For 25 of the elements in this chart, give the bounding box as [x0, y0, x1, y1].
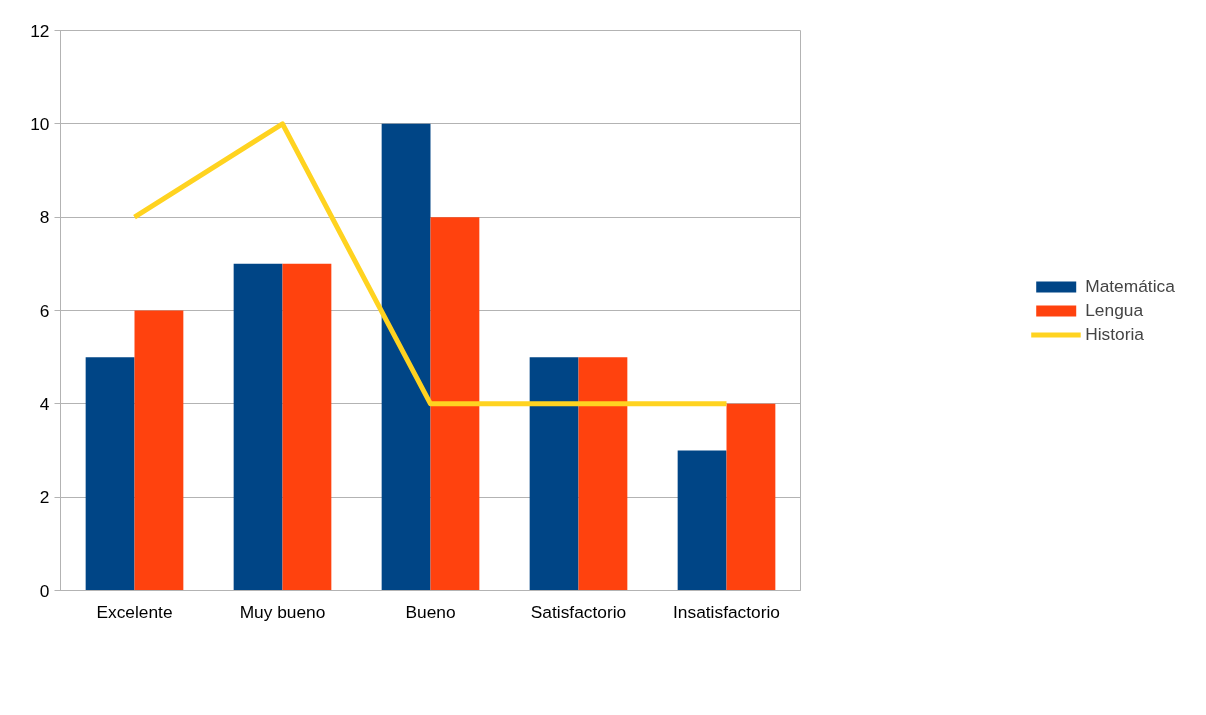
legend-label: Matemática — [1085, 275, 1175, 297]
bar — [677, 450, 727, 591]
y-tick-label: 0 — [39, 580, 50, 601]
y-tick-label: 12 — [30, 20, 50, 41]
legend-label: Lengua — [1085, 299, 1144, 321]
bar — [529, 357, 579, 591]
x-tick-label: Bueno — [405, 601, 456, 622]
y-tick-label: 8 — [39, 207, 50, 228]
legend-label: Historia — [1085, 323, 1144, 345]
bar — [134, 310, 184, 591]
bar — [578, 357, 628, 591]
y-tick-label: 4 — [39, 393, 50, 414]
y-tick-label: 2 — [39, 487, 50, 508]
x-tick-label: Muy bueno — [239, 601, 326, 622]
x-tick-label: Excelente — [96, 601, 173, 622]
bar — [282, 263, 332, 591]
x-tick-label: Insatisfactorio — [673, 601, 780, 622]
bar — [85, 357, 135, 591]
bar — [233, 263, 283, 591]
bar — [381, 123, 431, 591]
y-tick-label: 6 — [39, 300, 50, 321]
y-tick-label: 10 — [30, 113, 50, 134]
x-tick-label: Satisfactorio — [530, 601, 627, 622]
bar — [726, 403, 776, 591]
bar — [430, 217, 480, 591]
